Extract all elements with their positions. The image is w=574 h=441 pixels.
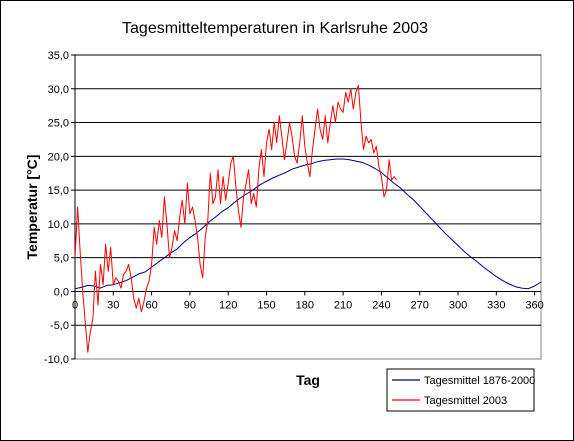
legend: Tagesmittel 1876-2000 Tagesmittel 2003 [386, 368, 535, 412]
y-axis-tick-labels: -10,0 -5,0 0,0 5,0 10,0 15,0 20,0 25,0 30,0 35,0 [44, 50, 75, 366]
legend-box [386, 368, 535, 412]
plot-area [74, 54, 542, 360]
y-tick-label-3: 5,0 [54, 253, 69, 265]
series-line-2003 [74, 84, 398, 353]
x-tick-label-6: 180 [296, 299, 314, 311]
legend-label-2003: Tagesmittel 2003 [424, 395, 507, 407]
y-tick-label-4: 10,0 [48, 219, 69, 231]
x-tick-label-11: 330 [487, 299, 505, 311]
x-tick-label-5: 150 [257, 299, 275, 311]
x-axis-label: Tag [296, 372, 320, 388]
y-tick-label-9: 35,0 [48, 50, 69, 62]
x-tick-label-2: 60 [145, 299, 157, 311]
x-tick-label-8: 240 [372, 299, 390, 311]
y-axis-label: Temperatur [°C] [24, 155, 40, 260]
y-tick-label-6: 20,0 [48, 151, 69, 163]
y-tick-label-8: 30,0 [48, 84, 69, 96]
legend-label-1876-2000: Tagesmittel 1876-2000 [424, 375, 535, 387]
y-tick-label-1: -5,0 [50, 320, 69, 332]
x-tick-label-1: 30 [107, 299, 119, 311]
y-tick-label-2: 0,0 [54, 286, 69, 298]
y-tick-label-5: 15,0 [48, 185, 69, 197]
chart-title: Tagesmitteltemperaturen in Karlsruhe 200… [122, 20, 428, 37]
y-tick-label-7: 25,0 [48, 118, 69, 130]
x-tick-label-7: 210 [334, 299, 352, 311]
x-tick-label-3: 90 [184, 299, 196, 311]
x-tick-label-12: 360 [525, 299, 543, 311]
x-tick-label-10: 300 [449, 299, 467, 311]
y-tick-label-0: -10,0 [44, 354, 69, 366]
series-lines [74, 84, 542, 353]
x-tick-label-9: 270 [411, 299, 429, 311]
x-tick-label-4: 120 [219, 299, 237, 311]
